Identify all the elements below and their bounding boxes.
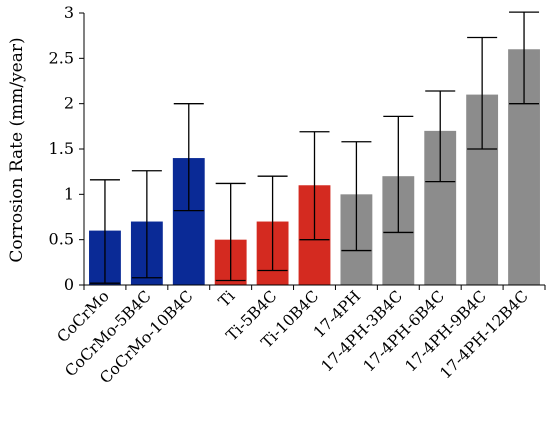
y-tick-label-7: 3 (64, 3, 74, 22)
axes-layer (79, 12, 546, 290)
category-label-4: Ti (215, 287, 239, 311)
bars-layer (89, 49, 540, 286)
y-tick-label-3: 1 (64, 184, 74, 203)
y-tick-label-1: 0 (64, 275, 74, 294)
y-tick-label-2: 0.5 (49, 230, 74, 249)
y-axis-title: Corrosion Rate (mm/year) (7, 37, 27, 262)
y-tick-labels: 0 0.5 1 1.5 2 2.5 3 (49, 3, 74, 294)
error-bars-layer (89, 11, 540, 284)
y-tick-label-5: 2 (64, 94, 74, 113)
y-tick-label-6: 2.5 (49, 48, 74, 67)
y-tick-label-4: 1.5 (49, 139, 74, 158)
